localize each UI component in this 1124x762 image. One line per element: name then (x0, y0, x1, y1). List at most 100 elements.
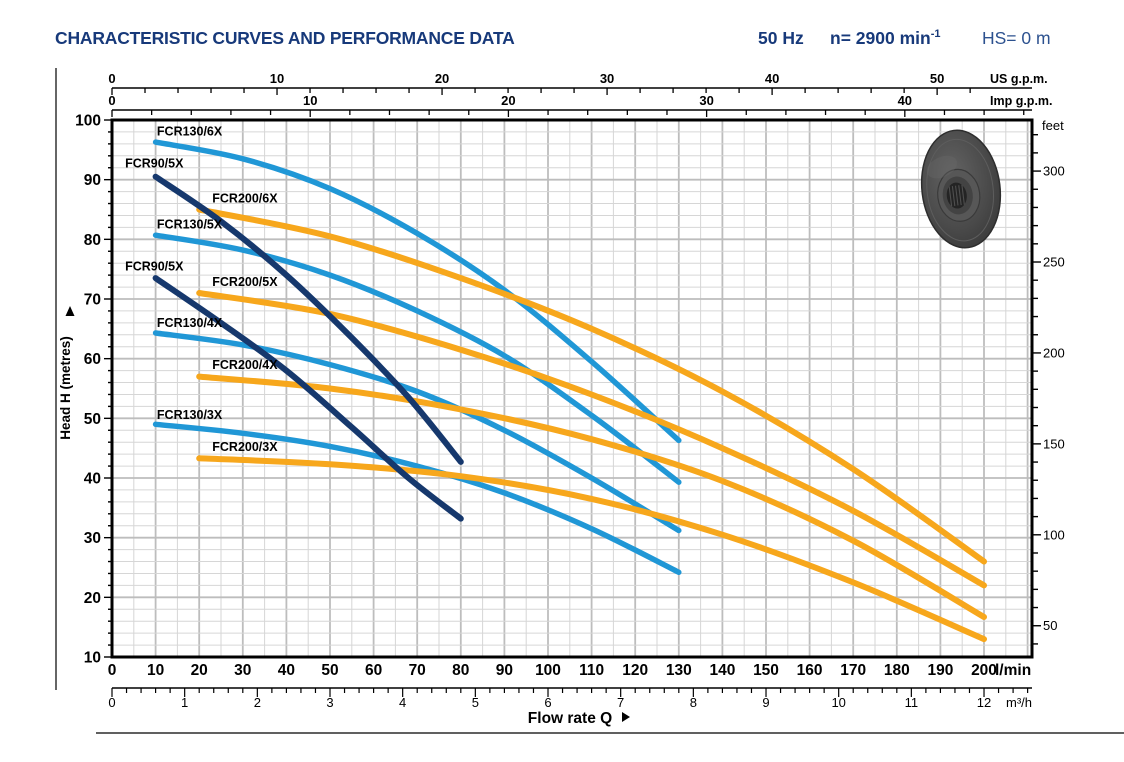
svg-text:US g.p.m.: US g.p.m. (990, 72, 1048, 86)
svg-text:170: 170 (840, 662, 866, 679)
svg-text:10: 10 (84, 650, 101, 667)
svg-text:11: 11 (905, 695, 919, 710)
frequency-label: 50 Hz (758, 28, 804, 48)
svg-text:250: 250 (1043, 255, 1065, 270)
svg-text:50: 50 (321, 662, 338, 679)
svg-text:40: 40 (84, 471, 101, 488)
svg-text:7: 7 (617, 695, 624, 710)
svg-text:70: 70 (84, 292, 101, 309)
svg-text:8: 8 (690, 695, 697, 710)
svg-text:FCR200/3X: FCR200/3X (212, 440, 278, 454)
svg-text:60: 60 (84, 351, 101, 368)
plot-border (110, 118, 1034, 659)
svg-text:5: 5 (472, 695, 479, 710)
svg-text:feet: feet (1042, 118, 1064, 133)
curve-FCR130-5X (152, 232, 682, 485)
svg-text:12: 12 (977, 695, 991, 710)
svg-text:30: 30 (234, 662, 251, 679)
flow-axis-us-gpm: 0 10 20 30 40 50 US g.p.m. (108, 71, 1048, 95)
svg-text:190: 190 (927, 662, 953, 679)
svg-text:200: 200 (971, 662, 997, 679)
svg-text:90: 90 (84, 172, 101, 189)
svg-text:40: 40 (278, 662, 295, 679)
curve-FCR90-5X (152, 275, 464, 522)
svg-text:10: 10 (303, 93, 317, 108)
curve-FCR130-4X (152, 330, 682, 534)
svg-text:FCR90/5X: FCR90/5X (125, 259, 184, 273)
flow-axis-arrow-icon (622, 712, 630, 722)
svg-text:10: 10 (831, 695, 845, 710)
svg-text:30: 30 (699, 93, 713, 108)
svg-text:1: 1 (181, 695, 188, 710)
svg-text:100: 100 (1043, 527, 1065, 542)
curve-FCR130-3X (152, 421, 682, 576)
flow-axis-m3h: 0 1 2 3 4 5 6 7 8 9 10 11 12 m³/h (108, 687, 1032, 710)
svg-text:50: 50 (1043, 618, 1057, 633)
svg-text:100: 100 (75, 113, 101, 130)
flow-axis-lmin: 0 10 20 30 40 50 60 70 80 90 100 110 120 130 140 150 160… (108, 662, 1031, 679)
svg-text:FCR130/3X: FCR130/3X (157, 408, 223, 422)
svg-text:30: 30 (600, 71, 614, 86)
svg-text:10: 10 (270, 71, 284, 86)
svg-text:4: 4 (399, 695, 406, 710)
svg-text:0: 0 (108, 71, 115, 86)
svg-text:20: 20 (501, 93, 515, 108)
svg-text:200: 200 (1043, 345, 1065, 360)
svg-text:FCR200/4X: FCR200/4X (212, 358, 278, 372)
head-axis-arrow-icon (65, 306, 75, 316)
svg-text:40: 40 (765, 71, 779, 86)
curve-FCR200-4X (196, 373, 987, 620)
curve-FCR130-6X (152, 139, 682, 444)
curve-FCR200-6X (196, 206, 987, 565)
svg-text:120: 120 (622, 662, 648, 679)
curve-labels: FCR130/6X FCR130/5X FCR130/4X FCR130/3X FCR2… (125, 125, 278, 455)
speed-value: n= 2900 min (830, 28, 931, 48)
head-axis-feet: 50 100 150 200 250 300 feet (1032, 118, 1065, 645)
svg-text:30: 30 (84, 530, 101, 547)
svg-text:110: 110 (579, 662, 604, 679)
svg-text:140: 140 (709, 662, 735, 679)
page-title: CHARACTERISTIC CURVES AND PERFORMANCE DA… (55, 28, 515, 48)
svg-text:50: 50 (930, 71, 944, 86)
svg-text:50: 50 (84, 411, 101, 428)
svg-text:20: 20 (84, 590, 101, 607)
svg-text:300: 300 (1043, 164, 1065, 179)
svg-text:2: 2 (254, 695, 261, 710)
svg-text:160: 160 (797, 662, 823, 679)
svg-text:FCR200/6X: FCR200/6X (212, 191, 278, 205)
suction-head-label: HS= 0 m (982, 28, 1051, 48)
svg-text:FCR130/6X: FCR130/6X (157, 125, 223, 139)
svg-text:Imp g.p.m.: Imp g.p.m. (990, 94, 1053, 108)
svg-text:100: 100 (535, 662, 561, 679)
svg-text:m³/h: m³/h (1006, 695, 1032, 710)
svg-text:180: 180 (884, 662, 910, 679)
svg-text:0: 0 (108, 93, 115, 108)
head-axis-title: Head H (metres) (58, 306, 75, 440)
svg-text:3: 3 (326, 695, 333, 710)
svg-text:Flow rate Q: Flow rate Q (528, 710, 612, 727)
svg-text:FCR130/4X: FCR130/4X (157, 316, 223, 330)
svg-text:FCR130/5X: FCR130/5X (157, 218, 223, 232)
speed-label: n= 2900 min-1 (830, 28, 940, 49)
pump-curves (152, 139, 987, 643)
svg-text:FCR90/5X: FCR90/5X (125, 157, 184, 171)
svg-text:40: 40 (898, 93, 912, 108)
svg-text:80: 80 (452, 662, 469, 679)
curve-FCR200-3X (196, 455, 987, 643)
svg-text:0: 0 (108, 662, 117, 679)
svg-text:l/min: l/min (995, 662, 1031, 679)
svg-text:0: 0 (108, 695, 115, 710)
head-axis-metres: 10 20 30 40 50 60 70 80 90 100 (75, 113, 112, 667)
speed-exponent: -1 (930, 28, 941, 41)
svg-text:FCR200/5X: FCR200/5X (212, 275, 278, 289)
svg-text:20: 20 (191, 662, 208, 679)
svg-text:60: 60 (365, 662, 382, 679)
curve-FCR90-5X (152, 173, 464, 465)
svg-text:10: 10 (147, 662, 164, 679)
svg-text:90: 90 (496, 662, 513, 679)
svg-text:70: 70 (409, 662, 426, 679)
impeller-image (920, 129, 1002, 249)
flow-axis-imp-gpm: 0 10 20 30 40 Imp g.p.m. (108, 93, 1053, 117)
